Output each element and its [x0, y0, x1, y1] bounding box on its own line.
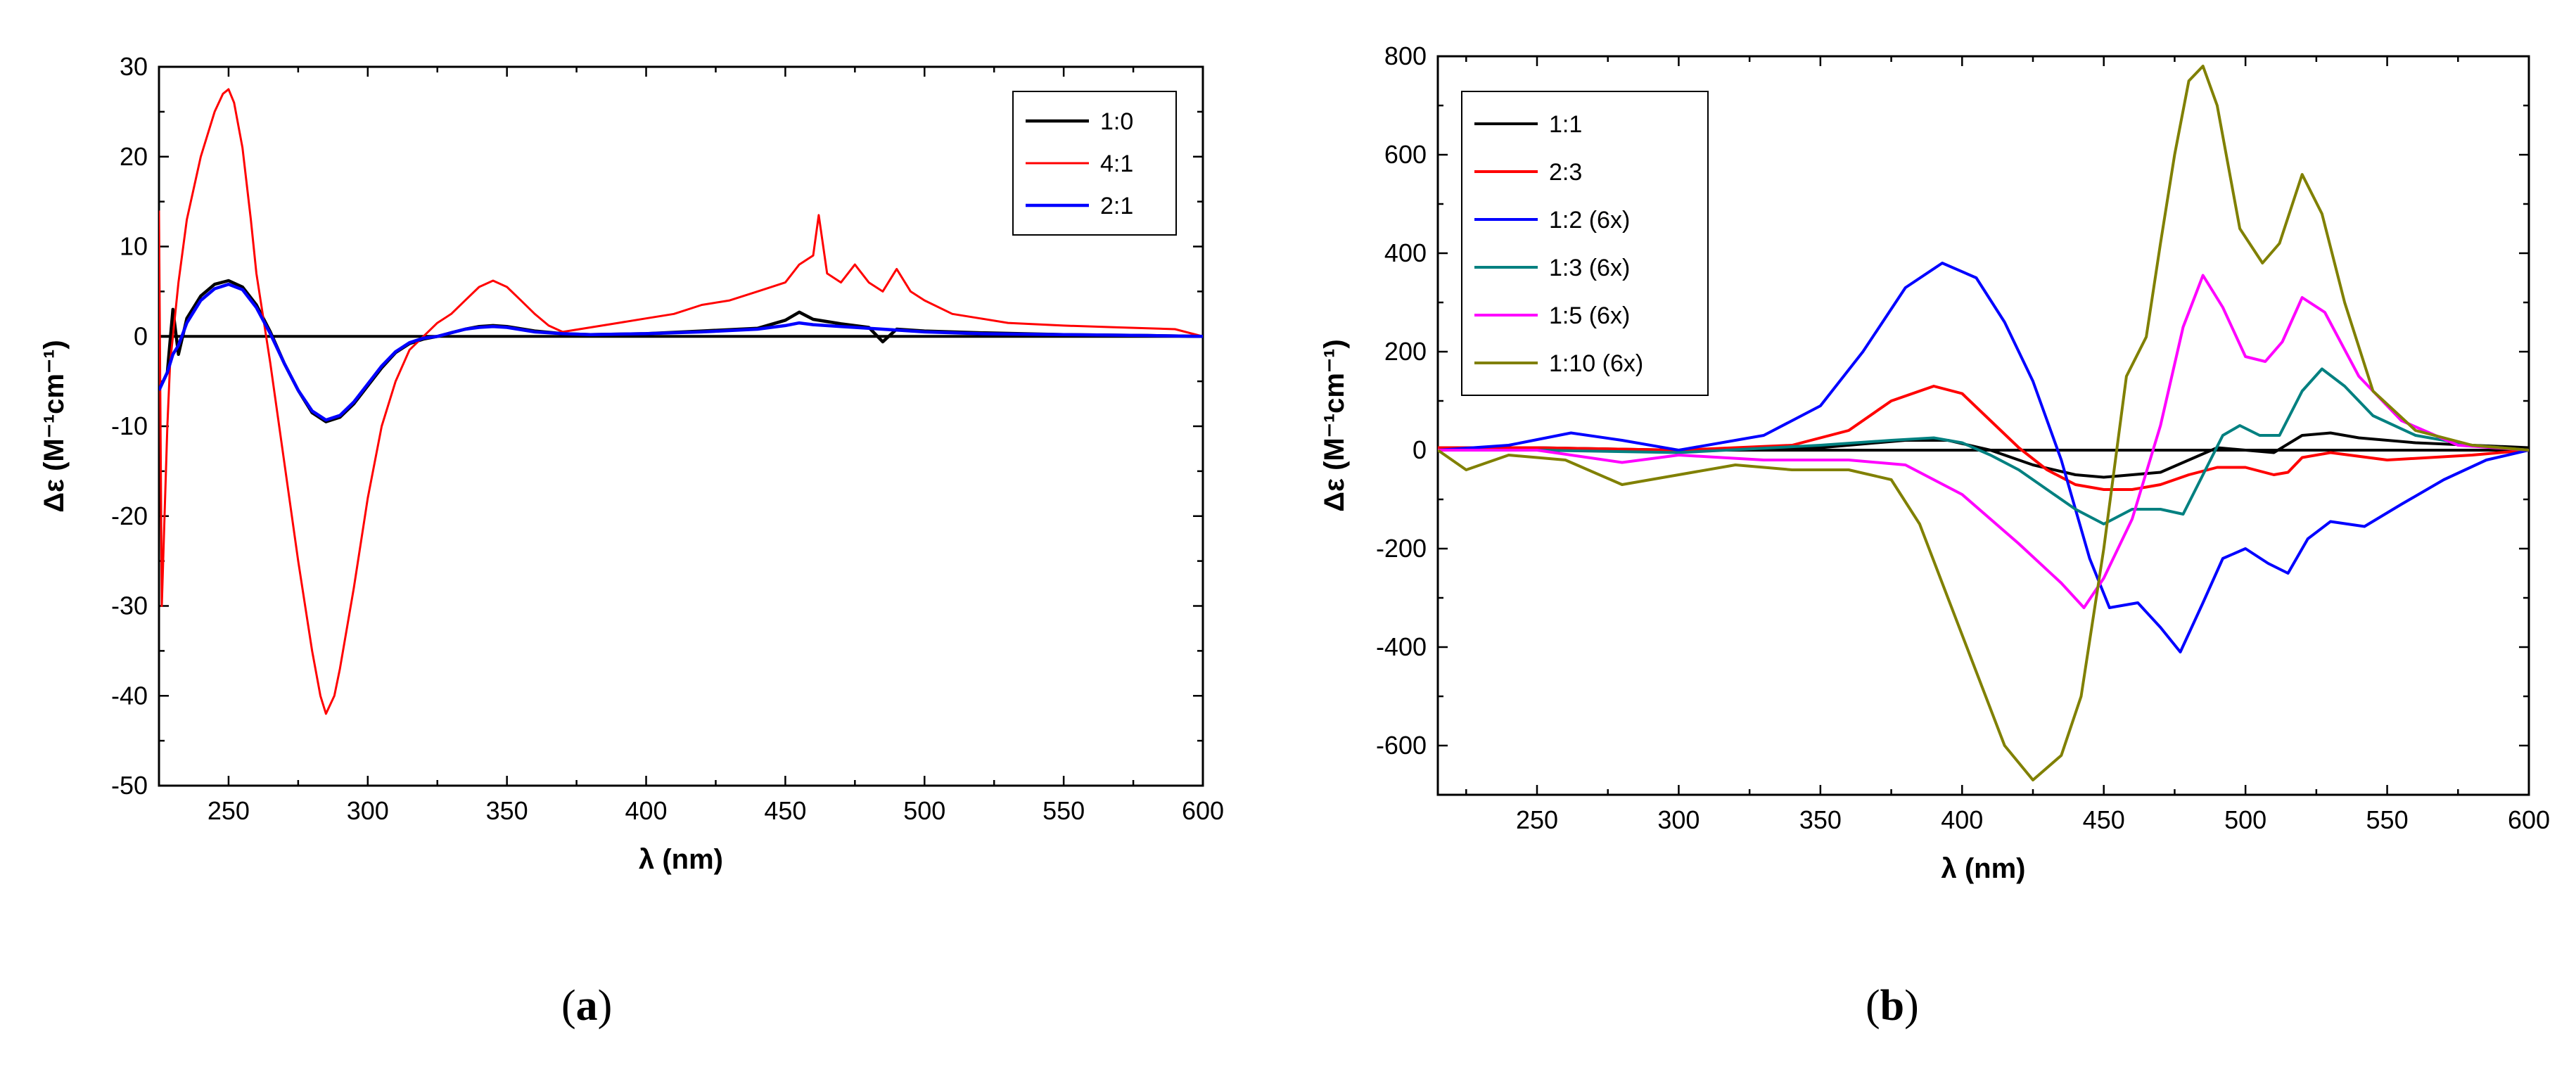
x-tick-label: 250	[1516, 805, 1558, 834]
panel-caption-a-letter: a	[575, 982, 598, 1030]
series-line-2-3	[1438, 385, 2529, 491]
legend-label: 1:5 (6x)	[1549, 302, 1630, 329]
legend-label: 1:2 (6x)	[1549, 207, 1630, 234]
x-tick-label: 450	[764, 796, 806, 825]
plot-frame	[1436, 55, 2530, 796]
x-tick-label: 250	[208, 796, 250, 825]
x-tick-label: 550	[1042, 796, 1085, 825]
y-tick-label: -20	[111, 501, 148, 530]
legend-label: 1:10 (6x)	[1549, 350, 1643, 377]
legend-label: 1:0	[1100, 108, 1133, 135]
x-tick-label: 300	[347, 796, 389, 825]
x-tick-label: 550	[2366, 805, 2409, 834]
series-line-1-10-6x-	[1438, 65, 2529, 781]
series-line-2-1	[159, 282, 1203, 422]
y-tick-label: 20	[120, 142, 148, 171]
y-tick-label: 10	[120, 232, 148, 261]
series-line-1-1	[1438, 431, 2529, 479]
panel-caption-b-letter: b	[1880, 982, 1905, 1030]
chart-b-svg: 250 300 350 400 450 500 550 600 -600 -400 -200 0 200…	[1319, 41, 2550, 884]
x-tick-label: 600	[2508, 805, 2550, 834]
legend-label: 1:1	[1549, 111, 1582, 138]
series-line-1-5-6x-	[1438, 274, 2529, 609]
x-axis-label: λ (nm)	[639, 844, 723, 875]
legend-label: 1:3 (6x)	[1549, 255, 1630, 281]
x-tick-label: 400	[1941, 805, 1983, 834]
x-tick-label: 500	[903, 796, 945, 825]
y-tick-label: -30	[111, 592, 148, 620]
legend-box	[1461, 91, 1709, 396]
y-tick-label: -200	[1376, 534, 1427, 563]
legend-label: 4:1	[1100, 151, 1133, 177]
y-tick-label: -600	[1376, 731, 1427, 760]
chart-a-svg: 250 300 350 400 450 500 550 600 -50 -40 -30 -20 -10 0…	[39, 52, 1224, 875]
x-tick-label: 450	[2083, 805, 2125, 834]
x-tick-label: 300	[1657, 805, 1700, 834]
y-tick-label: 0	[1413, 435, 1427, 464]
y-tick-label: 400	[1384, 238, 1427, 267]
chart-panel-b: 250 300 350 400 450 500 550 600 -600 -400 -200 0 200…	[1287, 0, 2576, 1067]
x-tick-label: 600	[1182, 796, 1224, 825]
series-line-4-1	[159, 88, 1203, 715]
y-tick-label: 800	[1384, 41, 1427, 70]
y-axis-label: Δε (M⁻¹cm⁻¹)	[1319, 339, 1350, 512]
y-tick-label: -50	[111, 771, 148, 800]
series-line-1-0	[159, 279, 1203, 423]
y-tick-label: -40	[111, 681, 148, 710]
x-tick-label: 500	[2224, 805, 2266, 834]
x-tick-label: 350	[1799, 805, 1842, 834]
y-tick-label: 0	[134, 321, 148, 350]
x-tick-label: 350	[486, 796, 528, 825]
y-tick-label: 200	[1384, 337, 1427, 366]
y-tick-label: -10	[111, 411, 148, 440]
panel-caption-b: (b)	[1866, 982, 1919, 1030]
x-axis-label: λ (nm)	[1941, 853, 2026, 884]
y-tick-label: 30	[120, 52, 148, 81]
y-axis-label: Δε (M⁻¹cm⁻¹)	[39, 340, 70, 513]
chart-panel-a: 250 300 350 400 450 500 550 600 -50 -40 -30 -20 -10 0…	[0, 0, 1287, 1067]
series-line-1-3-6x-	[1438, 367, 2529, 525]
y-tick-label: 600	[1384, 140, 1427, 169]
series-line-1-2-6x-	[1438, 262, 2529, 653]
y-tick-label: -400	[1376, 632, 1427, 661]
legend-label: 2:1	[1100, 193, 1133, 219]
x-tick-label: 400	[625, 796, 667, 825]
panel-caption-a: (a)	[561, 982, 613, 1030]
legend-label: 2:3	[1549, 159, 1582, 186]
